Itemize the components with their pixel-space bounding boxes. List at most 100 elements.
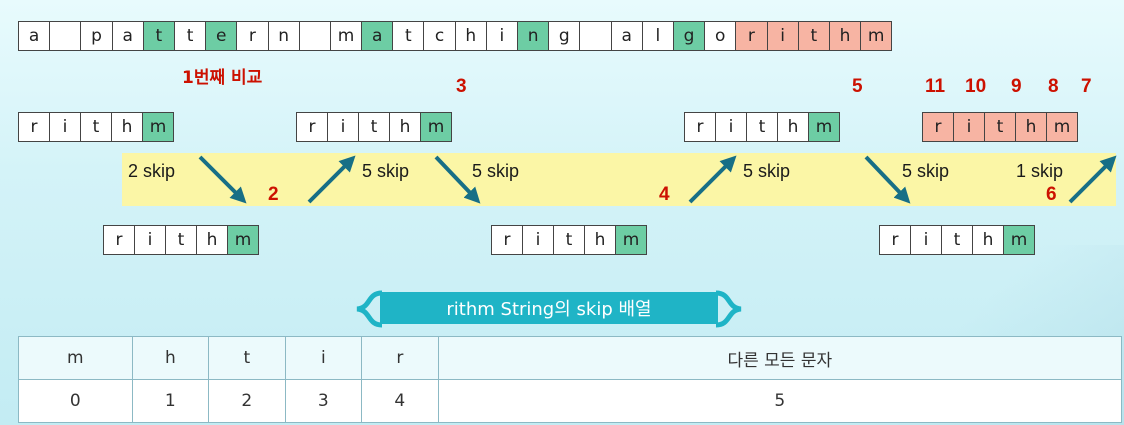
arrow-down bbox=[434, 155, 481, 204]
pattern-char-cell: t bbox=[941, 225, 973, 255]
skip-band bbox=[122, 153, 1116, 206]
skip-label: 1 skip bbox=[1016, 161, 1064, 181]
pattern-char-cell: i bbox=[49, 112, 81, 142]
table-header-cell: i bbox=[284, 336, 363, 380]
pattern-row: r i t h m bbox=[491, 225, 647, 255]
table-value-cell: 1 bbox=[131, 379, 210, 423]
skip-label: 5 skip bbox=[472, 161, 520, 181]
pattern-char-cell: m bbox=[1046, 112, 1078, 142]
table-value-cell: 0 bbox=[18, 379, 133, 423]
table-value-cell: 5 bbox=[437, 379, 1123, 423]
pattern-char-cell: r bbox=[103, 225, 135, 255]
pattern-char-cell: r bbox=[684, 112, 716, 142]
text-char-cell: e bbox=[205, 21, 238, 51]
arrow-up bbox=[307, 155, 356, 204]
table-value-cell: 4 bbox=[361, 379, 439, 423]
pattern-char-cell: h bbox=[196, 225, 228, 255]
table-value-cell: 2 bbox=[208, 379, 286, 423]
pattern-char-cell: m bbox=[1003, 225, 1035, 255]
text-char-cell: c bbox=[423, 21, 456, 51]
table-value-cell: 3 bbox=[284, 379, 363, 423]
compare-number: 8 bbox=[1048, 76, 1059, 97]
pattern-row-final-match: r i t h m bbox=[922, 112, 1078, 142]
compare-number: 11 bbox=[925, 76, 946, 97]
text-char-cell: g bbox=[672, 21, 706, 51]
skip-label: 5 skip bbox=[743, 161, 791, 181]
pattern-char-cell: i bbox=[910, 225, 942, 255]
text-char-cell: h bbox=[828, 21, 862, 51]
text-char-cell: g bbox=[548, 21, 581, 51]
text-char-cell bbox=[579, 21, 612, 51]
pattern-char-cell: i bbox=[134, 225, 166, 255]
table-header-cell: t bbox=[208, 336, 286, 380]
pattern-char-cell: h bbox=[1015, 112, 1047, 142]
compare-number: 6 bbox=[1046, 184, 1057, 205]
compare-number: 10 bbox=[965, 76, 987, 97]
pattern-row: r i t h m bbox=[879, 225, 1035, 255]
text-char-cell: t bbox=[173, 21, 207, 51]
skip-table: m h t i r 다른 모든 문자 0 1 2 3 4 5 bbox=[18, 336, 1123, 423]
title-brace-decoration bbox=[356, 290, 742, 328]
pattern-char-cell: m bbox=[615, 225, 647, 255]
compare-number: 4 bbox=[659, 184, 670, 205]
first-compare-label: 1번째 비교 bbox=[182, 68, 263, 88]
pattern-char-cell: r bbox=[491, 225, 523, 255]
compare-number: 2 bbox=[268, 184, 279, 205]
pattern-row: r i t h m bbox=[18, 112, 174, 142]
pattern-char-cell: t bbox=[746, 112, 778, 142]
pattern-row: r i t h m bbox=[296, 112, 452, 142]
pattern-row: r i t h m bbox=[103, 225, 259, 255]
skip-label: 5 skip bbox=[902, 161, 950, 181]
arrow-up bbox=[688, 155, 737, 204]
text-char-cell: a bbox=[18, 21, 51, 51]
text-char-cell: i bbox=[766, 21, 799, 51]
skip-label: 5 skip bbox=[362, 161, 410, 181]
pattern-char-cell: m bbox=[227, 225, 259, 255]
pattern-char-cell: m bbox=[808, 112, 840, 142]
pattern-char-cell: h bbox=[972, 225, 1004, 255]
text-char-cell: r bbox=[735, 21, 768, 51]
table-header-cell: r bbox=[361, 336, 439, 380]
pattern-char-cell: r bbox=[922, 112, 954, 142]
pattern-char-cell: t bbox=[553, 225, 585, 255]
table-header-cell: h bbox=[131, 336, 210, 380]
text-char-cell: m bbox=[329, 21, 363, 51]
text-char-cell: n bbox=[267, 21, 300, 51]
text-char-cell: m bbox=[860, 21, 893, 51]
text-string-row: a p a t t e r n m a t c h i n g a l g o … bbox=[18, 21, 893, 51]
pattern-char-cell: i bbox=[522, 225, 554, 255]
skip-table-value-row: 0 1 2 3 4 5 bbox=[18, 379, 1123, 423]
pattern-char-cell: h bbox=[111, 112, 143, 142]
arrow-down bbox=[198, 155, 247, 204]
pattern-char-cell: t bbox=[165, 225, 197, 255]
arrow-down bbox=[864, 155, 911, 204]
pattern-char-cell: r bbox=[296, 112, 328, 142]
pattern-char-cell: h bbox=[777, 112, 809, 142]
pattern-char-cell: i bbox=[953, 112, 985, 142]
table-title-text: rithm String의 skip 배열 bbox=[380, 292, 718, 324]
pattern-char-cell: m bbox=[420, 112, 452, 142]
pattern-char-cell: t bbox=[358, 112, 390, 142]
pattern-char-cell: r bbox=[18, 112, 50, 142]
pattern-char-cell: r bbox=[879, 225, 911, 255]
text-char-cell bbox=[298, 21, 331, 51]
compare-number: 7 bbox=[1081, 76, 1092, 97]
skip-table-title: rithm String의 skip 배열 bbox=[355, 290, 743, 330]
pattern-char-cell: h bbox=[584, 225, 616, 255]
compare-number: 5 bbox=[852, 76, 863, 97]
text-char-cell: l bbox=[641, 21, 674, 51]
compare-number: 9 bbox=[1011, 76, 1022, 97]
table-header-cell: m bbox=[18, 336, 133, 380]
compare-number: 3 bbox=[456, 76, 467, 97]
skip-label: 2 skip bbox=[128, 161, 176, 181]
arrow-up bbox=[1068, 155, 1117, 204]
pattern-char-cell: i bbox=[327, 112, 359, 142]
text-char-cell: p bbox=[80, 21, 113, 51]
pattern-char-cell: m bbox=[142, 112, 174, 142]
text-char-cell: a bbox=[361, 21, 394, 51]
table-header-cell: 다른 모든 문자 bbox=[437, 336, 1123, 380]
skip-table-header-row: m h t i r 다른 모든 문자 bbox=[18, 336, 1123, 380]
pattern-char-cell: t bbox=[80, 112, 112, 142]
text-char-cell: n bbox=[517, 21, 550, 51]
